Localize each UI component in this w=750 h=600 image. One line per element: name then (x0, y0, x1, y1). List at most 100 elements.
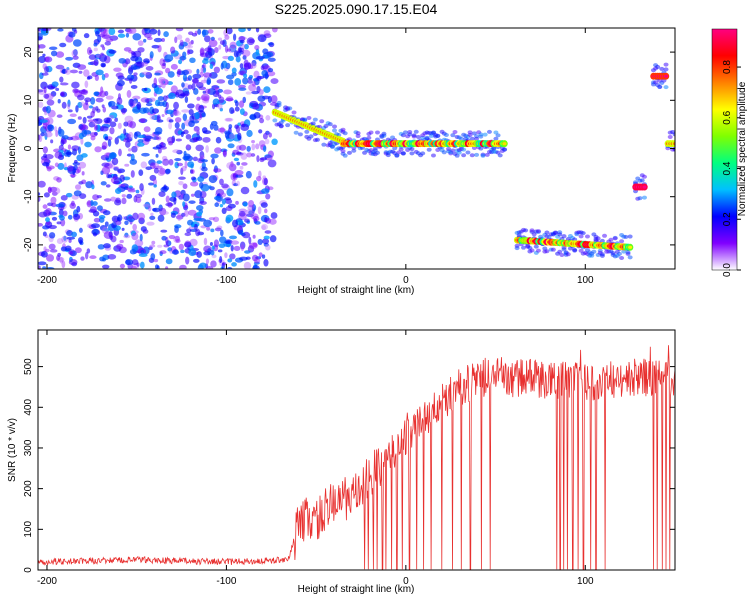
spectral-cell (211, 245, 215, 250)
spectral-cell (99, 126, 109, 132)
spectral-cell (88, 121, 96, 128)
spectral-cell (110, 176, 120, 185)
spectral-cell (124, 232, 129, 238)
spectral-cell (253, 180, 258, 188)
spectral-cell (93, 42, 98, 47)
spectral-cell (182, 183, 188, 190)
spectral-cell (38, 265, 41, 269)
spectral-cell (168, 119, 174, 123)
spectral-cell (59, 257, 64, 264)
snr-x-axis-label: Height of straight line (km) (298, 584, 415, 595)
spectral-cell (81, 179, 87, 185)
spectral-cell (172, 249, 179, 255)
spectral-cell (178, 176, 186, 180)
spectral-cell (104, 221, 109, 227)
spectral-cell (168, 92, 176, 100)
spectral-cell (191, 77, 199, 84)
y-tick-label: -10 (23, 189, 34, 204)
spectral-cell (235, 174, 244, 178)
spectral-cell (49, 232, 56, 239)
spectral-cell (46, 166, 52, 172)
spectral-cell (60, 195, 68, 201)
spectral-cell (157, 214, 165, 222)
spectral-cell (61, 135, 69, 140)
spectral-cell (67, 103, 71, 110)
spectral-cell (150, 253, 156, 261)
spectral-cell (235, 200, 239, 205)
x-tick-label: -100 (216, 576, 236, 587)
spectral-cell (102, 210, 111, 216)
spectral-cell (160, 229, 168, 233)
spectral-cell (92, 119, 97, 125)
spectral-cell (115, 197, 121, 204)
spectral-cell (159, 78, 164, 86)
spectral-cell (653, 80, 659, 85)
spectral-cell (426, 147, 432, 152)
spectral-cell (561, 247, 567, 252)
spectral-cell (165, 168, 171, 174)
spectral-cell (174, 117, 182, 123)
spectral-cell (218, 96, 225, 104)
spectral-cell (262, 175, 267, 180)
spectral-cell (86, 248, 91, 254)
spectral-cell (172, 149, 181, 154)
spectral-cell (89, 61, 99, 66)
spectral-cell (178, 43, 185, 50)
spectral-cell (559, 252, 565, 257)
spectral-cell (170, 46, 176, 54)
spectral-cell (143, 126, 151, 133)
spectral-cell (79, 239, 83, 245)
spectral-cell (220, 229, 224, 237)
spectral-cell (157, 244, 163, 248)
spectral-cell (38, 261, 47, 266)
spectral-cell (42, 266, 47, 269)
spectral-cell (174, 36, 178, 44)
spectral-cell (225, 98, 234, 102)
spectral-cell (145, 71, 153, 79)
spectral-cell (51, 216, 58, 221)
colorbar-ticks: 0.0 0.2 0.4 0.6 0.8 (722, 60, 741, 277)
spectral-cell (79, 193, 87, 200)
spectral-cell (641, 174, 647, 179)
spectral-cell (229, 107, 235, 115)
spectral-cell (184, 96, 189, 104)
spectral-cell (435, 133, 441, 138)
spectral-cell (342, 153, 348, 158)
spectral-cell (85, 181, 93, 189)
spectral-cell (396, 150, 402, 155)
spectral-cell (138, 169, 144, 177)
spectral-cell (229, 44, 237, 53)
spectral-cell (194, 190, 203, 199)
spectral-cell (368, 130, 374, 135)
spectral-cell (235, 56, 241, 63)
spectral-cell (110, 196, 116, 202)
spectral-cell (251, 59, 257, 67)
y-tick-label: 100 (23, 521, 34, 538)
spectral-cell (123, 234, 131, 239)
spectral-cell (148, 246, 153, 250)
spectral-cell (144, 28, 151, 35)
colorbar-tick-label: 0.4 (722, 161, 733, 175)
spectral-cell (210, 249, 215, 256)
spectral-cell (131, 259, 139, 266)
spectral-cell (125, 140, 131, 148)
spectral-cell (374, 130, 380, 135)
spectral-cell (258, 129, 263, 134)
spectral-cell (214, 202, 220, 207)
spectral-cell (619, 255, 625, 260)
spectral-cell (262, 132, 268, 140)
spectral-cell (188, 31, 194, 36)
spectral-cell (461, 153, 467, 158)
spectral-cell (177, 215, 182, 222)
spectral-cell (180, 249, 185, 254)
spectral-cell (208, 39, 218, 48)
spectral-cell (182, 73, 188, 82)
spectral-cell (217, 249, 223, 253)
spectral-cell (176, 162, 184, 167)
spectral-cell (44, 131, 53, 138)
spectral-cell (45, 217, 50, 223)
spectrogram-y-axis-label: Frequency (Hz) (7, 114, 18, 183)
spectral-cell (40, 155, 48, 161)
